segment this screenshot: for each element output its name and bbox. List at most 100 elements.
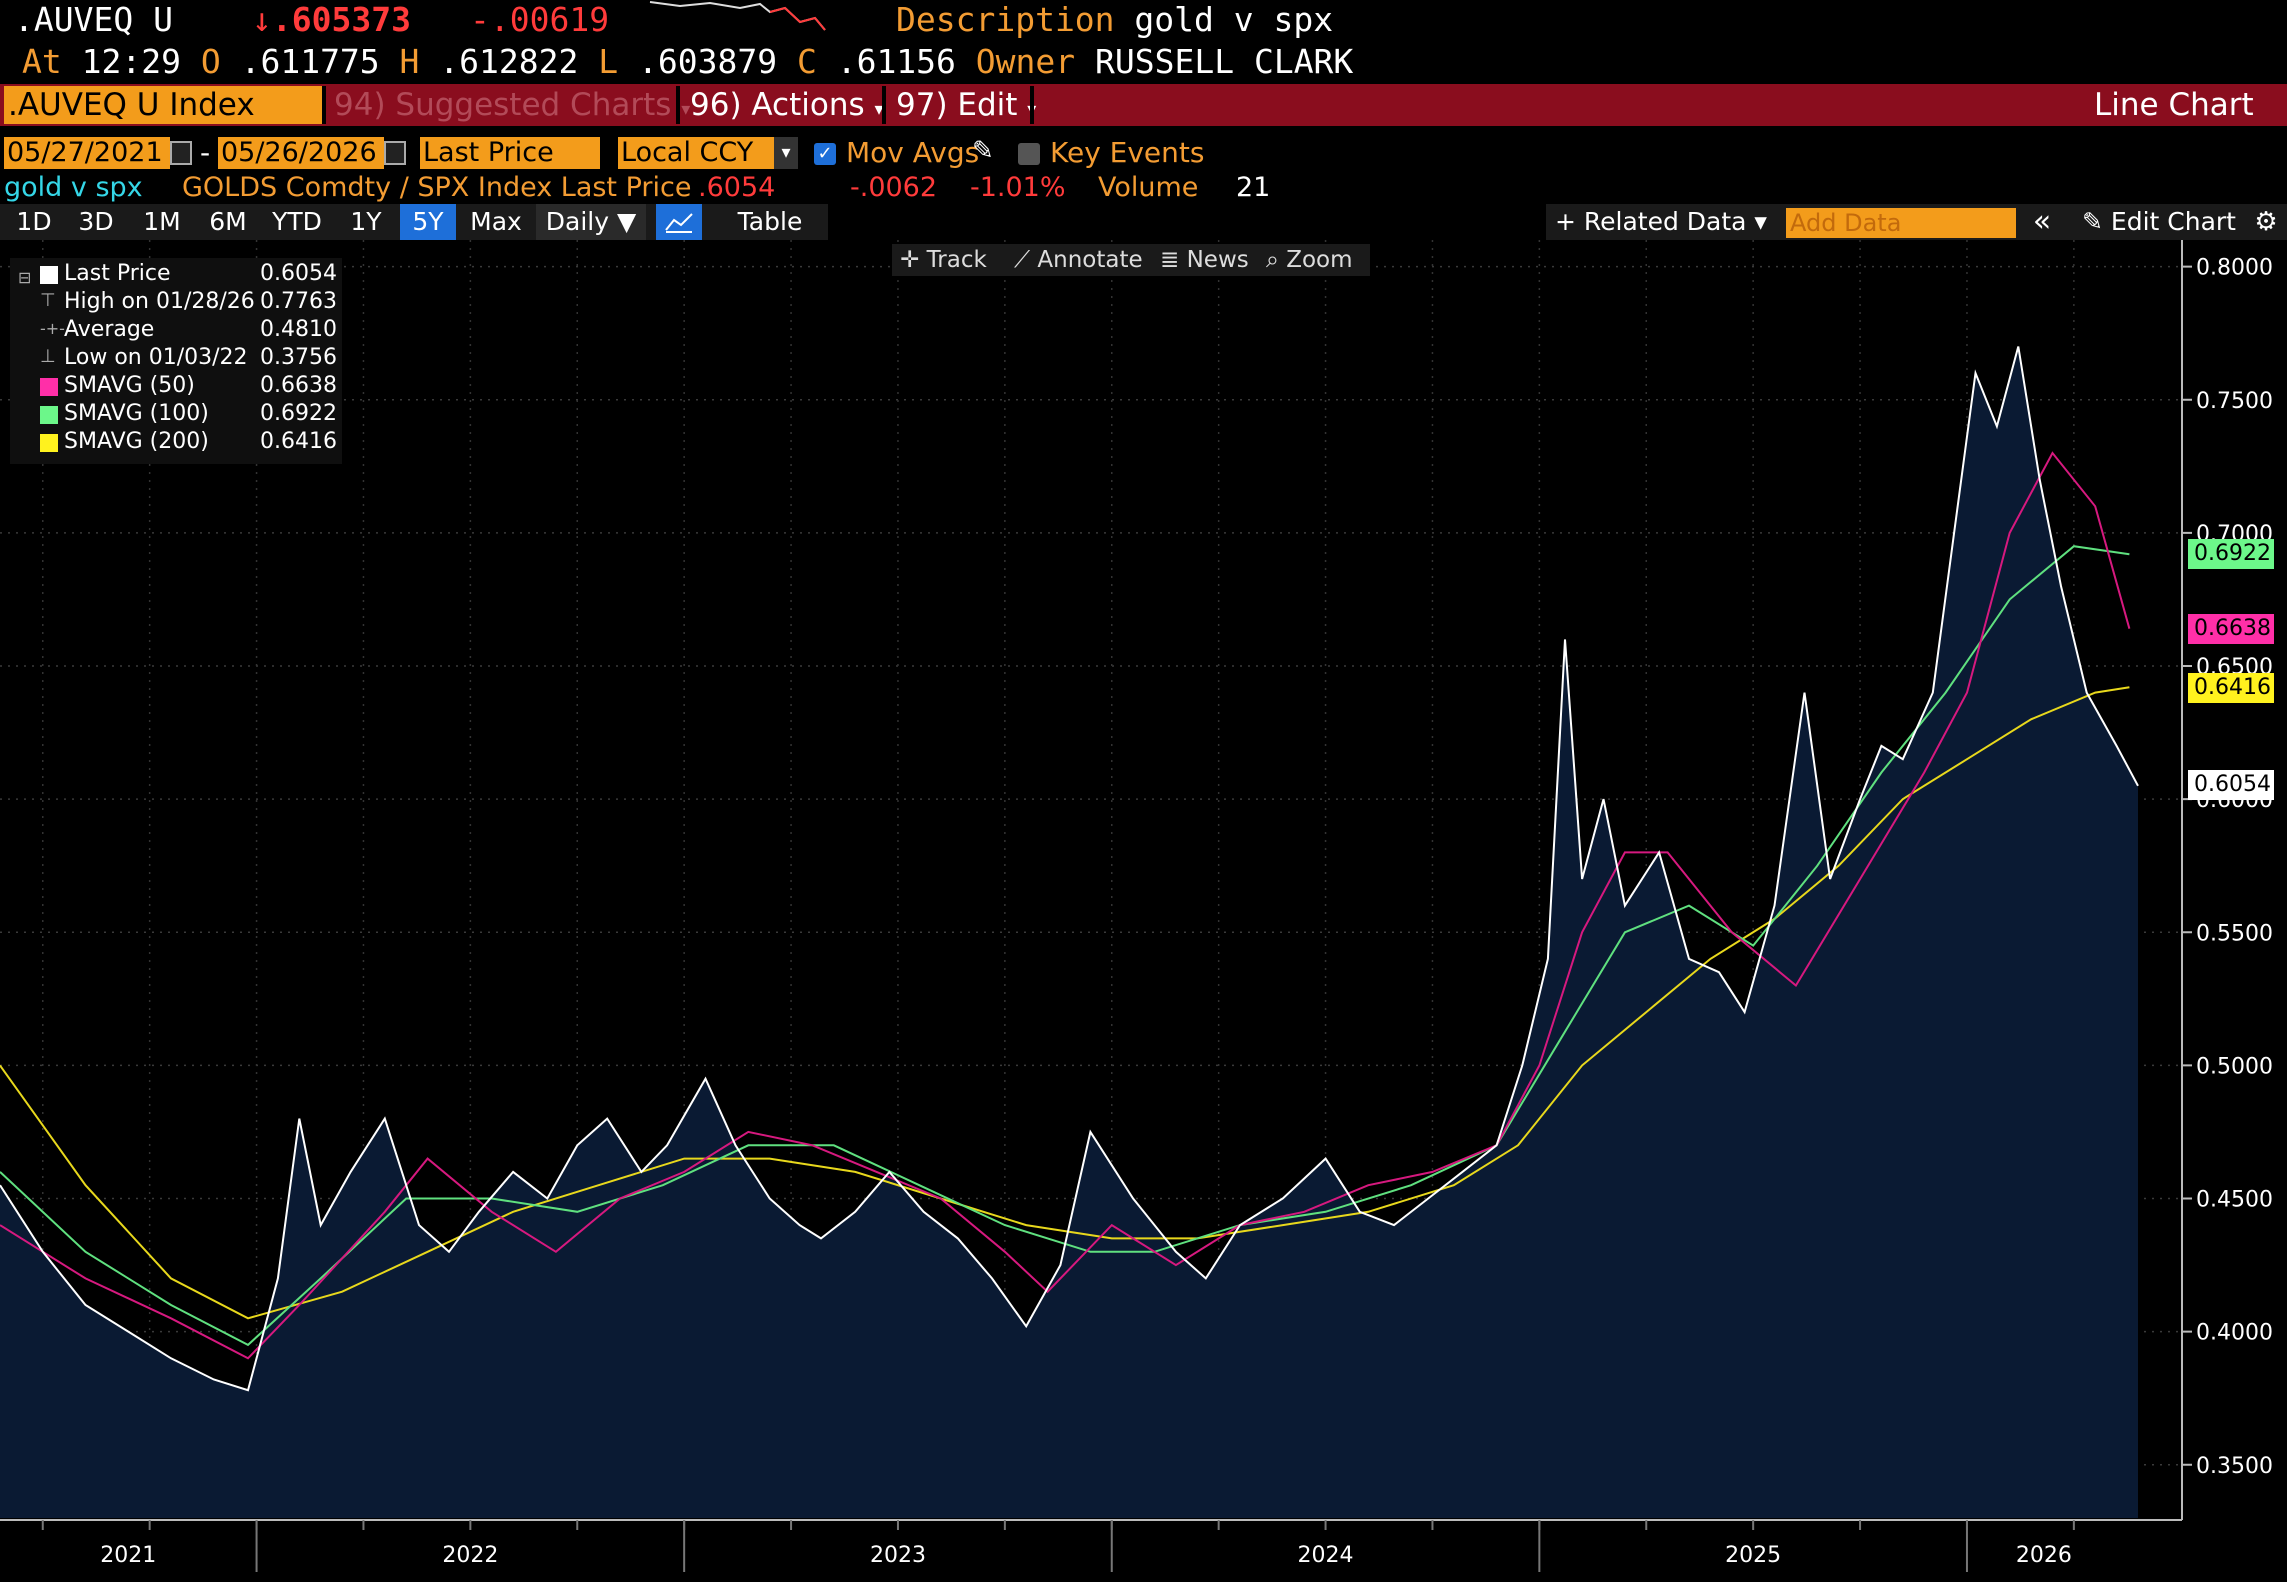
add-data-input[interactable]: Add Data	[1786, 208, 2016, 238]
start-date-input[interactable]: 05/27/2021	[4, 137, 170, 169]
chart-legend[interactable]: ⊟ Last Price 0.6054 ⊤ High on 01/28/26 0…	[10, 258, 342, 464]
y-tick-label: 0.3500	[2196, 1454, 2273, 1479]
mov-avgs-checkbox[interactable]: ✓	[814, 143, 836, 165]
x-tick-label: 2024	[1298, 1543, 1354, 1568]
actions-label: 96) Actions	[690, 87, 865, 123]
y-tick-label: 0.7500	[2196, 389, 2273, 414]
header-row-1: .AUVEQ U	[14, 0, 173, 40]
owner-value: RUSSELL CLARK	[1095, 42, 1354, 81]
frequency-select[interactable]: Daily ▼	[536, 204, 646, 240]
collapse-box-icon[interactable]: ⊟	[18, 268, 32, 287]
period-max[interactable]: Max	[470, 207, 522, 236]
legend-swatch	[40, 434, 58, 452]
end-date-input[interactable]: 05/26/2026	[218, 137, 384, 169]
description: Description gold v spx	[896, 0, 1333, 40]
open-label: O	[200, 42, 221, 81]
legend-item-last-price: ⊟ Last Price 0.6054	[10, 260, 340, 288]
legend-value: 0.6922	[260, 401, 337, 426]
sma200-value-tag: 0.6416	[2188, 673, 2274, 704]
sma100-value-tag: 0.6922	[2188, 538, 2274, 569]
y-tick-label: 0.8000	[2196, 256, 2273, 281]
legend-value: 0.4810	[260, 317, 337, 342]
series-change: -.0062	[850, 172, 938, 203]
track-label: Track	[926, 247, 987, 273]
period-1m[interactable]: 1M	[143, 207, 181, 236]
owner-label: Owner	[975, 42, 1076, 81]
period-ytd[interactable]: YTD	[272, 207, 322, 236]
legend-value: 0.3756	[260, 345, 337, 370]
legend-item-sma100: SMAVG (100) 0.6922	[10, 400, 340, 428]
chevron-down-icon: ▾	[681, 99, 691, 120]
close-value: .61156	[836, 42, 956, 81]
average-marker-icon: -+-	[40, 319, 65, 338]
zoom-label: Zoom	[1286, 247, 1353, 273]
period-5y[interactable]: 5Y	[400, 204, 456, 240]
mov-avgs-label: Mov Avgs	[846, 136, 980, 169]
currency-select[interactable]: Local CCY	[618, 137, 774, 169]
y-tick-label: 0.5000	[2196, 1054, 2273, 1079]
legend-item-low: ⊥ Low on 01/03/22 0.3756	[10, 344, 340, 372]
period-1d[interactable]: 1D	[16, 207, 52, 236]
legend-item-high: ⊤ High on 01/28/26 0.7763	[10, 288, 340, 316]
legend-value: 0.7763	[260, 289, 337, 314]
calendar-icon[interactable]	[170, 141, 192, 165]
field-select[interactable]: Last Price	[420, 137, 600, 169]
legend-label: SMAVG (200)	[64, 429, 209, 454]
calendar-icon[interactable]	[384, 141, 406, 165]
suggested-charts-menu[interactable]: 94) Suggested Charts ▾	[334, 86, 690, 124]
time-value: 12:29	[81, 42, 181, 81]
collapse-icon[interactable]: «	[2032, 204, 2052, 239]
gear-icon[interactable]: ⚙	[2254, 207, 2278, 237]
track-tool[interactable]: ✛ Track	[900, 244, 987, 276]
annotate-tool[interactable]: ⟋ Annotate	[1014, 244, 1143, 276]
ticker-label[interactable]: .AUVEQ U	[14, 0, 173, 39]
y-tick-label: 0.4000	[2196, 1321, 2273, 1346]
legend-label: SMAVG (50)	[64, 373, 195, 398]
x-tick-label: 2023	[870, 1543, 926, 1568]
price-chart[interactable]: 0.80000.75000.70000.65000.60000.55000.50…	[0, 240, 2287, 1582]
related-data-button[interactable]: + Related Data ▾	[1555, 207, 1767, 236]
low-value: .603879	[638, 42, 778, 81]
low-marker-icon: ⊥	[40, 346, 56, 367]
volume-value: 21	[1236, 172, 1271, 203]
pencil-icon[interactable]: ✎	[972, 136, 994, 166]
period-6m[interactable]: 6M	[209, 207, 247, 236]
period-1y[interactable]: 1Y	[350, 207, 382, 236]
price-line	[0, 346, 2139, 1392]
menu-divider	[882, 86, 886, 124]
actions-menu[interactable]: 96) Actions ▾	[690, 86, 884, 124]
last-price-value-tag: 0.6054	[2188, 769, 2274, 800]
annotate-icon: ⟋	[1014, 247, 1031, 273]
security-field[interactable]: .AUVEQ U Index	[4, 86, 322, 124]
crosshair-icon: ✛	[900, 247, 920, 273]
description-label: Description	[896, 0, 1115, 39]
series-last: .6054	[698, 172, 776, 203]
menu-divider	[1030, 86, 1034, 124]
key-events-checkbox[interactable]	[1018, 143, 1040, 165]
news-label: News	[1186, 247, 1249, 273]
x-tick-label: 2025	[1725, 1543, 1781, 1568]
table-button[interactable]: Table	[712, 204, 828, 240]
add-data-placeholder: Add Data	[1790, 209, 1902, 237]
edit-menu[interactable]: 97) Edit ▾	[896, 86, 1036, 124]
edit-chart-button[interactable]: ✎ Edit Chart	[2070, 204, 2248, 240]
low-label: L	[598, 42, 619, 81]
sma50-value-tag: 0.6638	[2188, 614, 2274, 645]
sma50-line	[0, 451, 2131, 1360]
x-tick-label: 2021	[100, 1543, 156, 1568]
period-3d[interactable]: 3D	[78, 207, 114, 236]
legend-swatch	[40, 406, 58, 424]
pencil-icon: ✎	[2082, 207, 2103, 236]
price-area-fill	[0, 346, 2138, 1518]
high-marker-icon: ⊤	[40, 290, 56, 311]
menu-bar	[0, 84, 2287, 126]
zoom-tool[interactable]: ⌕ Zoom	[1266, 244, 1353, 276]
news-tool[interactable]: ≣ News	[1160, 244, 1249, 276]
line-chart-icon[interactable]	[656, 204, 702, 240]
menu-divider	[676, 86, 680, 124]
volume-label: Volume	[1098, 172, 1199, 203]
chevron-down-icon[interactable]: ▾	[774, 137, 798, 169]
legend-label: Low on 01/03/22	[64, 345, 248, 370]
chart-type-label: Line Chart	[2094, 87, 2254, 123]
edit-chart-label: Edit Chart	[2110, 207, 2236, 236]
